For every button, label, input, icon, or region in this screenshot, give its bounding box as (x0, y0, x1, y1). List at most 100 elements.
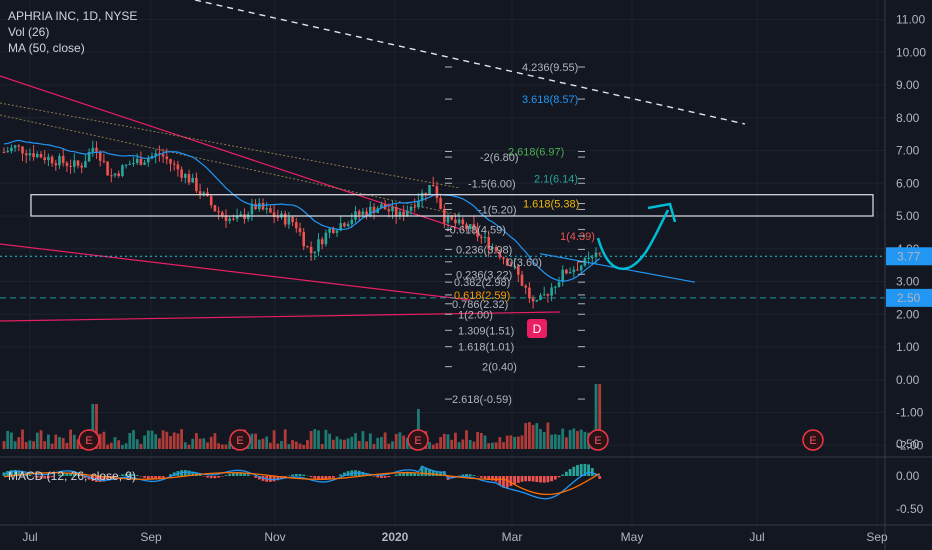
macd-tick-label: -0.50 (896, 502, 924, 516)
earnings-marker (802, 429, 824, 451)
macd-histogram-bar (154, 476, 158, 480)
macd-histogram-bar (331, 476, 335, 478)
candle-body (24, 153, 28, 156)
candle-body (439, 198, 442, 209)
volume-bar (124, 443, 128, 449)
macd-histogram-bar (487, 476, 491, 481)
volume-bar (250, 433, 254, 449)
candle-body (95, 147, 98, 152)
candle-body (520, 274, 524, 286)
candle-body (209, 196, 213, 206)
macd-histogram-bar (198, 474, 202, 476)
candle-body (106, 161, 109, 176)
macd-histogram-bar (84, 476, 87, 478)
fib-label: 0(3.60) (507, 257, 542, 269)
macd-legend: MACD (12, 26, close, 9) (8, 469, 136, 483)
volume-bar (154, 434, 158, 449)
volume-bar (32, 441, 35, 449)
candle-body (61, 155, 65, 163)
volume-bar (50, 443, 54, 449)
volume-bar (165, 431, 169, 449)
candle-body (517, 265, 520, 275)
volume-bar (328, 433, 331, 449)
candle-body (254, 203, 257, 210)
candle-body (91, 147, 95, 152)
candle-body (420, 192, 424, 201)
macd-histogram-bar (598, 476, 602, 479)
volume-bar (483, 435, 487, 449)
macd-histogram-bar (431, 470, 435, 476)
candle-body (13, 145, 17, 148)
x-tick-label: Mar (502, 530, 523, 544)
macd-histogram-bar (294, 473, 298, 476)
trendlines (0, 0, 885, 322)
candle-body (224, 215, 228, 221)
macd-histogram-bar (235, 472, 239, 476)
legend-volume[interactable]: Vol (26) (8, 25, 50, 39)
candle-body (32, 153, 35, 158)
y-tick-label: 6.00 (896, 176, 920, 190)
volume-bar (372, 443, 376, 449)
volume-bar (61, 437, 65, 449)
volume-bar (39, 430, 43, 449)
volume-bar (476, 431, 479, 449)
macd-histogram-bar (76, 474, 80, 476)
candle-body (39, 153, 43, 158)
candle-body (346, 224, 350, 227)
macd-histogram-bar (428, 469, 431, 476)
candle-body (6, 151, 9, 153)
volume-bar (261, 438, 265, 449)
candle-body (598, 252, 601, 254)
candle-body (73, 160, 76, 167)
x-tick-label: Sep (866, 530, 888, 544)
x-tick-label: Jul (22, 530, 37, 544)
candle-body (135, 158, 139, 164)
macd-histogram-bar (317, 476, 320, 480)
volume-bar (383, 432, 387, 449)
candle-body (291, 216, 294, 223)
candle-body (557, 282, 561, 287)
volume-bar (446, 434, 450, 449)
volume-bar (17, 437, 21, 449)
macd-histogram-bar (361, 471, 365, 476)
volume-bar (494, 442, 498, 449)
macd-histogram-bar (121, 474, 124, 476)
candle-body (128, 163, 132, 165)
macd-histogram-bar (302, 474, 306, 476)
volume-bar (220, 444, 224, 449)
legend-symbol[interactable]: APHRIA INC, 1D, NYSE (8, 9, 138, 23)
candle-body (84, 161, 87, 168)
volume-bar (439, 437, 442, 449)
macd-histogram-bar (528, 476, 531, 482)
volume-bar (335, 436, 339, 449)
resistance-box (30, 194, 874, 217)
macd-histogram-bar (502, 476, 505, 488)
macd-histogram-bar (343, 472, 346, 476)
candle-body (54, 163, 58, 166)
volume-bar (265, 436, 269, 449)
y-tick-label: -1.00 (896, 406, 924, 420)
candle-body (76, 160, 80, 166)
volume-bar (394, 433, 398, 449)
macd-histogram-bar (539, 476, 542, 483)
legend-ma[interactable]: MA (50, close) (8, 41, 85, 55)
volume-bar (376, 437, 380, 449)
y-tick-label: 10.00 (896, 45, 926, 59)
macd-histogram-bar (135, 475, 139, 476)
macd-histogram-bar (124, 473, 128, 476)
candle-body (498, 251, 502, 258)
legend: APHRIA INC, 1D, NYSE Vol (26) MA (50, cl… (8, 8, 137, 56)
fib-label: 4.236(9.55) (522, 62, 578, 74)
y-tick-label: 7.00 (896, 144, 920, 158)
macd-histogram-bar (457, 475, 461, 476)
candle-body (465, 224, 468, 230)
volume-bar (339, 439, 343, 449)
macd-histogram-bar (172, 472, 176, 476)
candle-body (472, 224, 476, 229)
candle-body (117, 173, 120, 176)
macd-tick-label: 0.00 (896, 469, 920, 483)
volume-bar (361, 431, 365, 449)
candle-body (528, 287, 531, 299)
volume-bar (195, 433, 198, 449)
